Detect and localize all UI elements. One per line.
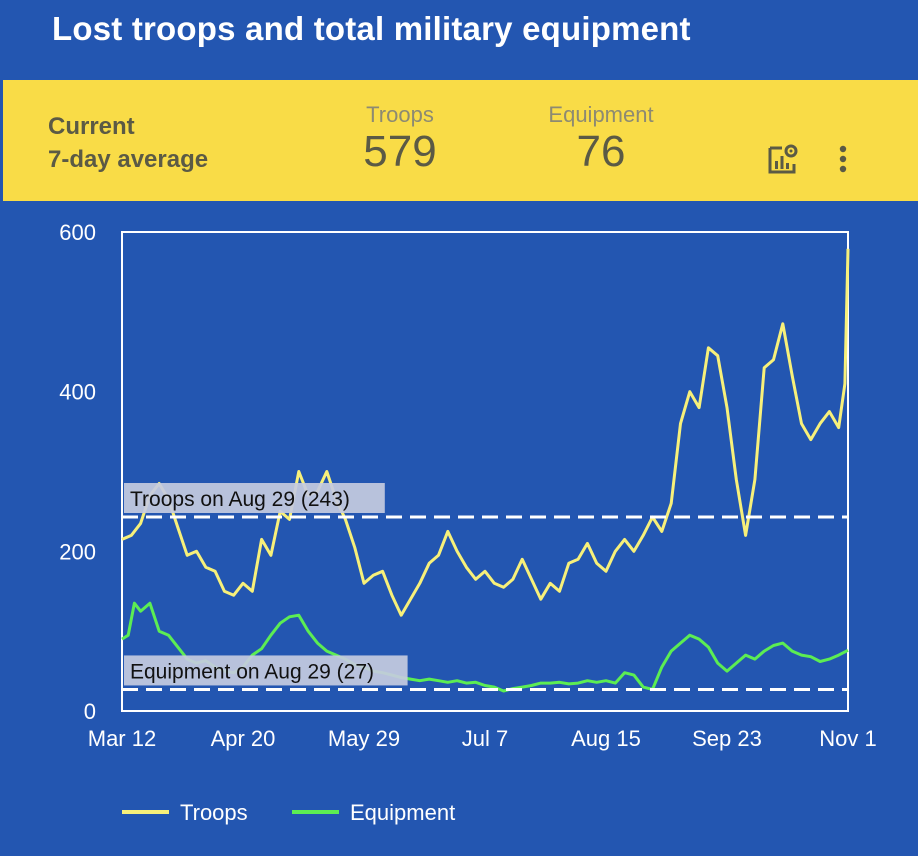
x-tick-label: Mar 12 [88,726,156,751]
summary-label-line2: 7-day average [48,146,209,173]
plot-frame [121,231,849,712]
x-tick-label: Nov 1 [819,726,876,751]
legend-label-troops: Troops [180,800,248,825]
reference-label-bg-troops [124,483,385,514]
title-bar: Lost troops and total military equipment [0,0,918,80]
summary-label: Current 7-day average [48,110,208,176]
x-tick-label: Aug 15 [571,726,641,751]
more-vert-icon[interactable] [833,142,853,176]
y-tick-label: 600 [59,220,96,245]
troops-stat: Troops 579 [355,102,445,176]
equipment-stat-label: Equipment [548,102,654,127]
x-tick-label: May 29 [328,726,400,751]
troops-stat-value: 579 [363,127,437,176]
reference-label-troops: Troops on Aug 29 (243) [130,488,350,511]
reference-label-bg-equipment [124,655,408,686]
page-title: Lost troops and total military equipment [52,10,691,47]
x-tick-label: Sep 23 [692,726,762,751]
x-tick-label: Apr 20 [211,726,276,751]
y-tick-label: 0 [84,699,96,724]
chart-settings-icon[interactable] [766,142,800,176]
x-tick-label: Jul 7 [462,726,508,751]
summary-label-line1: Current [48,113,135,140]
summary-panel: Current 7-day average Troops 579 Equipme… [3,80,918,201]
equipment-stat: Equipment 76 [536,102,666,176]
legend-label-equipment: Equipment [350,800,455,825]
y-tick-label: 200 [59,539,96,564]
troops-stat-label: Troops [366,102,434,127]
series-line-troops [121,248,850,617]
equipment-stat-value: 76 [576,127,626,176]
line-chart: 0 200 400 600 Mar 12 Apr 20 May 29 Jul 7 Aug 15 S… [59,220,876,825]
reference-label-equipment: Equipment on Aug 29 (27) [130,660,374,683]
y-tick-label: 400 [59,380,96,405]
